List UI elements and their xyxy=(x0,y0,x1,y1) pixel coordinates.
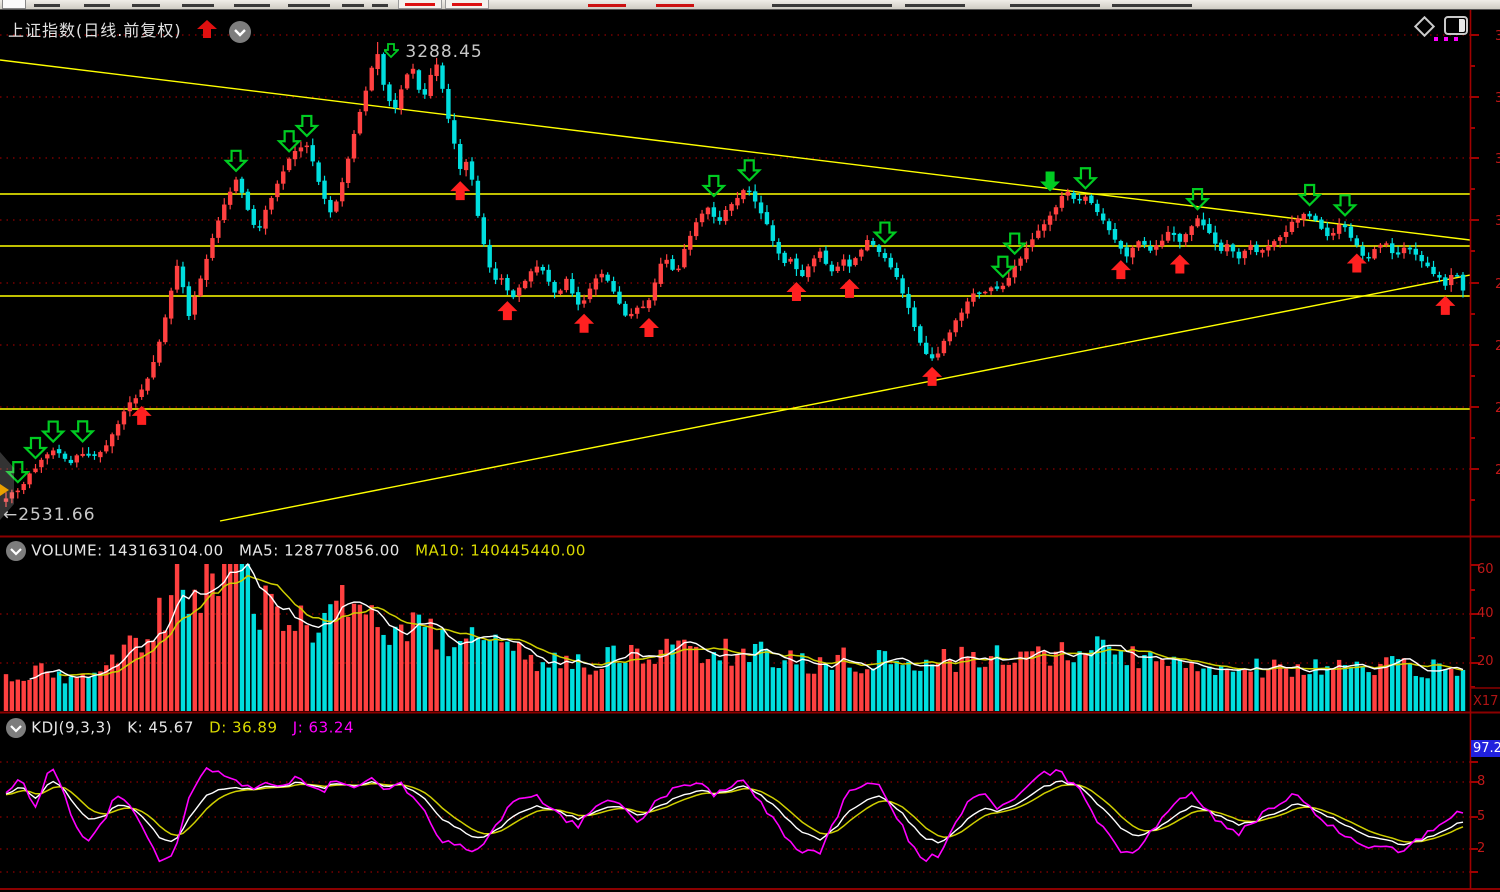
svg-text:2: 2 xyxy=(1495,277,1500,292)
volume-axis-label: 60 xyxy=(1477,562,1494,577)
collapse-volume-pane-button[interactable] xyxy=(6,541,26,561)
menu-item[interactable] xyxy=(905,4,965,7)
collapse-main-pane-button[interactable] xyxy=(228,20,251,43)
menu-item[interactable] xyxy=(182,4,214,7)
menu-item[interactable] xyxy=(84,4,110,7)
trend-up-icon xyxy=(196,20,217,38)
peak-marker-arrow-icon xyxy=(381,43,401,59)
kdj-d-label: D: xyxy=(209,718,227,737)
volume-ma5-label: MA5: xyxy=(238,541,279,560)
peak-price-label: 3288.45 xyxy=(381,42,483,62)
menu-item[interactable] xyxy=(656,4,694,7)
volume-ma10-value: 140445440.00 xyxy=(470,541,586,560)
menu-item[interactable] xyxy=(234,4,270,7)
volume-axis-label: 40 xyxy=(1477,606,1494,621)
svg-text:3: 3 xyxy=(1495,152,1500,167)
low-price-label: ←2531.66 xyxy=(3,505,96,525)
app-icon[interactable] xyxy=(2,0,26,9)
magenta-dot-icon xyxy=(1444,37,1448,41)
volume-ma10-label: MA10: xyxy=(415,541,465,560)
kdj-k-value: 45.67 xyxy=(148,718,194,737)
chart-title-row: 上证指数(日线.前复权) xyxy=(8,17,251,43)
top-menu-bar[interactable] xyxy=(0,0,1500,10)
kdj-axis-label: 8 xyxy=(1477,774,1486,789)
volume-axis-label: 20 xyxy=(1477,654,1494,669)
kdj-j-value: 63.24 xyxy=(308,718,354,737)
svg-text:3: 3 xyxy=(1495,29,1500,44)
kdj-title: KDJ(9,3,3) xyxy=(31,718,112,737)
menu-action-button[interactable] xyxy=(445,0,489,9)
menu-item[interactable] xyxy=(588,4,626,7)
kdj-d-value: 36.89 xyxy=(232,718,278,737)
kdj-axis-label: 2 xyxy=(1477,841,1486,856)
svg-text:3: 3 xyxy=(1495,214,1500,229)
volume-label: VOLUME: xyxy=(31,541,103,560)
page-title: 上证指数(日线.前复权) xyxy=(8,21,182,40)
menu-item[interactable] xyxy=(1010,4,1100,7)
volume-scale-multiplier: X17 xyxy=(1473,694,1499,709)
volume-pane-header: VOLUME: 143163104.00 MA5: 128770856.00 M… xyxy=(6,541,586,561)
menu-item[interactable] xyxy=(772,4,892,7)
volume-value: 143163104.00 xyxy=(107,541,224,560)
kdj-axis-label: 5 xyxy=(1477,809,1486,824)
kdj-j-label: J: xyxy=(292,718,304,737)
kdj-latest-value-badge: 97.2 xyxy=(1471,740,1500,757)
magenta-dot-icon xyxy=(1434,37,1438,41)
svg-text:2: 2 xyxy=(1495,401,1500,416)
magenta-dot-icon xyxy=(1454,37,1458,41)
menu-item[interactable] xyxy=(372,4,388,7)
split-window-icon[interactable] xyxy=(1444,16,1468,35)
menu-item[interactable] xyxy=(288,4,330,7)
menu-item[interactable] xyxy=(34,4,60,7)
svg-text:2: 2 xyxy=(1495,339,1500,354)
svg-text:2: 2 xyxy=(1495,463,1500,478)
menu-action-button[interactable] xyxy=(398,0,442,9)
kdj-k-label: K: xyxy=(127,718,144,737)
volume-ma5-value: 128770856.00 xyxy=(284,541,400,560)
menu-item[interactable] xyxy=(1112,4,1192,7)
kdj-pane-header: KDJ(9,3,3) K: 45.67 D: 36.89 J: 63.24 xyxy=(6,718,354,738)
menu-item[interactable] xyxy=(132,4,160,7)
svg-text:3: 3 xyxy=(1495,91,1500,106)
menu-item[interactable] xyxy=(342,4,364,7)
collapse-kdj-pane-button[interactable] xyxy=(6,718,26,738)
